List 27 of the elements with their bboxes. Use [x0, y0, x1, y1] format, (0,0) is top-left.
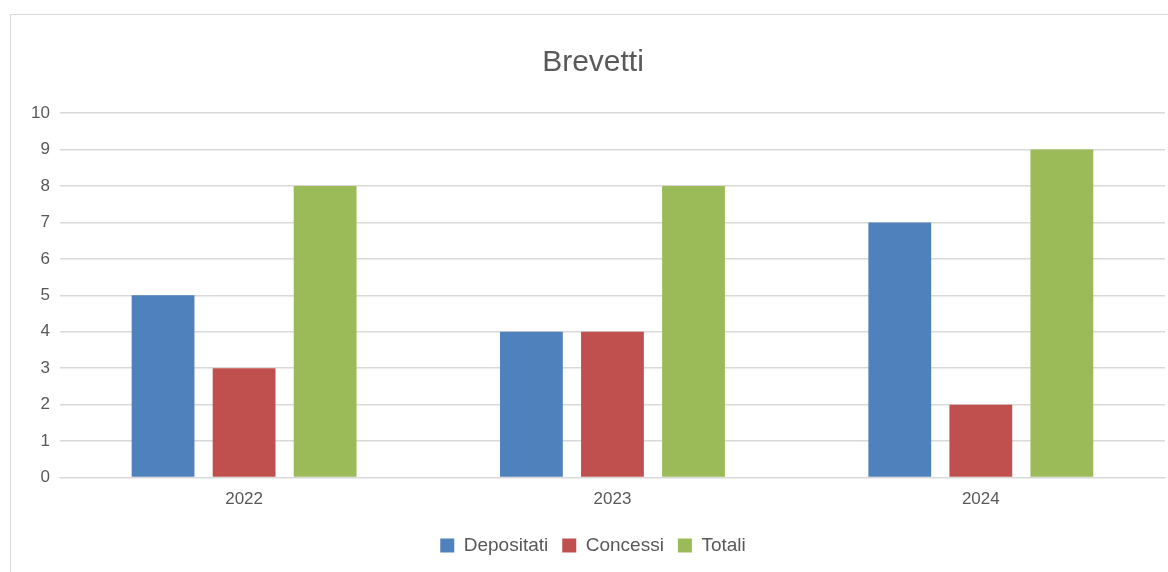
x-tick-label: 2024 — [961, 489, 1000, 509]
y-tick-label: 8 — [40, 175, 50, 195]
bar — [581, 331, 644, 477]
legend-label: Concessi — [585, 533, 664, 555]
bar — [949, 404, 1013, 477]
bar — [500, 331, 563, 477]
y-tick-label: 9 — [40, 139, 50, 159]
y-tick-label: 2 — [40, 394, 50, 414]
bar — [662, 185, 725, 477]
y-tick-label: 0 — [40, 467, 50, 487]
legend-label: Totali — [701, 533, 746, 555]
y-tick-label: 6 — [40, 248, 50, 268]
y-tick-label: 1 — [40, 430, 50, 450]
bar — [868, 222, 932, 477]
legend-label: Depositati — [463, 533, 549, 555]
x-tick-label: 2023 — [593, 489, 632, 509]
y-tick-label: 4 — [40, 321, 50, 341]
y-tick-label: 10 — [30, 102, 50, 122]
y-tick-label: 3 — [40, 357, 50, 377]
y-tick-label: 7 — [40, 212, 50, 232]
bar — [131, 295, 195, 477]
bar — [212, 368, 276, 477]
y-tick-label: 5 — [40, 284, 50, 304]
bar — [293, 185, 357, 477]
bar — [1030, 149, 1094, 477]
chart-title: Brevetti — [542, 44, 644, 78]
x-tick-label: 2022 — [225, 489, 264, 509]
